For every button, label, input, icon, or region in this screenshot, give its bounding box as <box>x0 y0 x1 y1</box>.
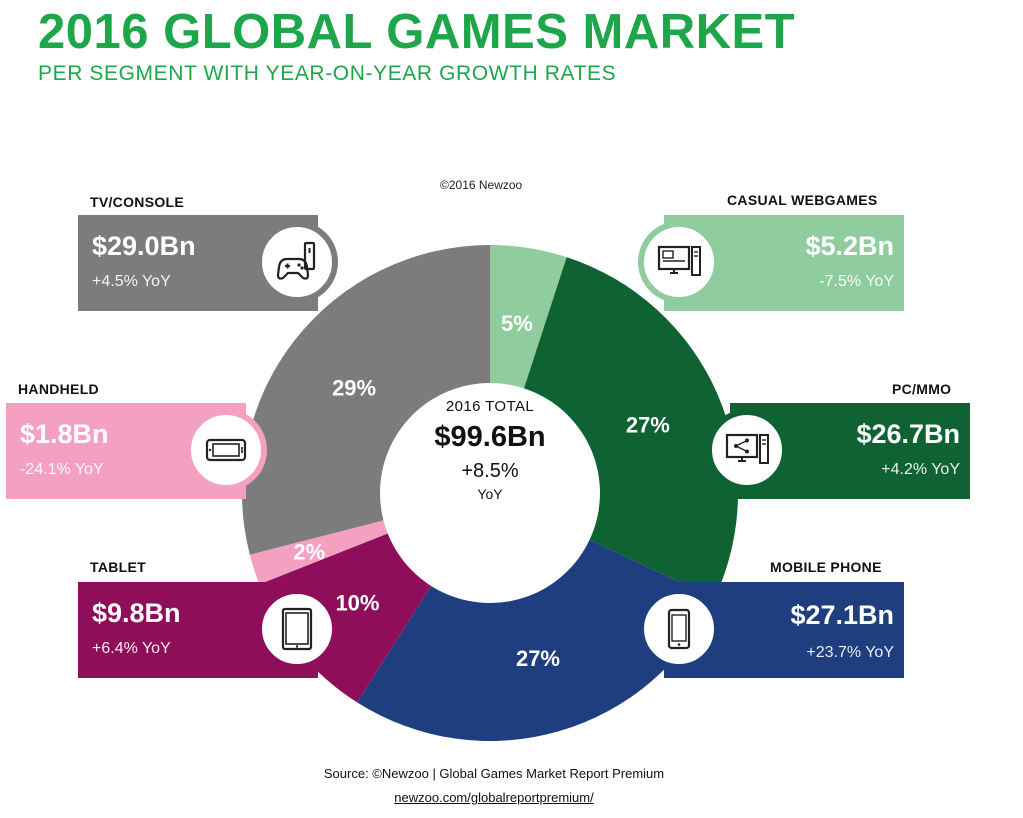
source-note: Source: ©Newzoo | Global Games Market Re… <box>323 766 665 781</box>
computer-window-icon <box>657 245 701 276</box>
segment-name-tv-console: TV/CONSOLE <box>90 194 185 210</box>
segment-yoy-tv-console: +4.5% YoY <box>92 273 171 290</box>
total-label: 2016 TOTAL <box>445 398 535 415</box>
pie-slice-mobile-phone <box>357 493 715 741</box>
donut-center: 2016 TOTAL $99.6Bn +8.5% YoY <box>380 383 600 603</box>
computer-share-icon <box>725 433 769 464</box>
tablet-icon <box>281 607 313 651</box>
slice-label-handheld: 2% <box>293 540 325 565</box>
slice-label-tv-console: 29% <box>332 376 376 401</box>
segment-name-pc-mmo: PC/MMO <box>892 381 952 397</box>
page-subtitle: PER SEGMENT WITH YEAR-ON-YEAR GROWTH RAT… <box>38 62 617 85</box>
total-growth-unit: YoY <box>477 486 503 502</box>
segment-value-casual-webgames: $5.2Bn <box>805 231 894 261</box>
segment-yoy-pc-mmo: +4.2% YoY <box>881 461 960 478</box>
source-link[interactable]: newzoo.com/globalreportpremium/ <box>394 790 594 805</box>
segment-value-pc-mmo: $26.7Bn <box>856 419 960 449</box>
gamepad-console-icon <box>276 241 316 280</box>
pc-mmo-icon-badge <box>706 409 788 491</box>
segment-value-handheld: $1.8Bn <box>20 419 109 449</box>
segment-name-tablet: TABLET <box>90 559 146 575</box>
segment-value-mobile-phone: $27.1Bn <box>790 600 894 630</box>
slice-label-tablet: 10% <box>335 591 379 616</box>
segment-name-casual-webgames: CASUAL WEBGAMES <box>727 192 878 208</box>
tablet-icon-badge <box>256 588 338 670</box>
slice-label-casual-webgames: 5% <box>501 311 533 336</box>
mobile-phone-icon-badge <box>638 588 720 670</box>
segment-name-handheld: HANDHELD <box>18 381 99 397</box>
tv-console-icon-badge <box>256 221 338 303</box>
handheld-icon-badge <box>185 409 267 491</box>
segment-yoy-handheld: -24.1% YoY <box>20 461 104 478</box>
page-title: 2016 GLOBAL GAMES MARKET <box>38 5 796 59</box>
segment-yoy-casual-webgames: -7.5% YoY <box>819 273 894 290</box>
casual-webgames-icon-badge <box>638 221 720 303</box>
segment-name-mobile-phone: MOBILE PHONE <box>770 559 882 575</box>
segment-value-tablet: $9.8Bn <box>92 598 181 628</box>
smartphone-icon <box>667 608 691 650</box>
total-growth: +8.5% <box>461 460 519 482</box>
handheld-console-icon <box>205 438 247 462</box>
segment-yoy-mobile-phone: +23.7% YoY <box>806 644 894 661</box>
segment-yoy-tablet: +6.4% YoY <box>92 640 171 657</box>
slice-label-pc-mmo: 27% <box>626 413 670 438</box>
copyright-note: ©2016 Newzoo <box>440 178 523 192</box>
segment-value-tv-console: $29.0Bn <box>92 231 196 261</box>
slice-label-mobile-phone: 27% <box>516 646 560 671</box>
total-value: $99.6Bn <box>434 421 546 453</box>
